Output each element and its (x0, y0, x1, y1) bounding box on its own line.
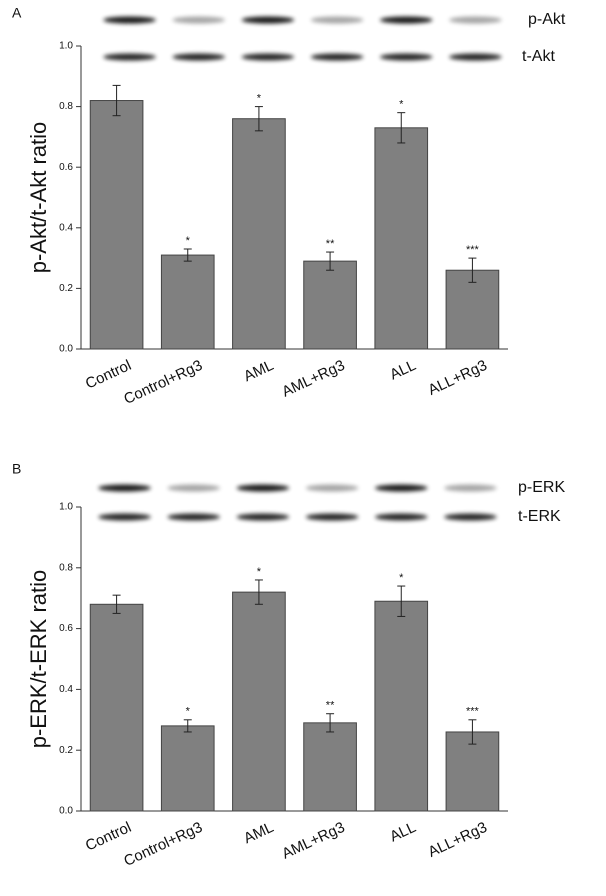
x-tick-label: Control+Rg3 (121, 819, 205, 870)
blot-band (379, 53, 433, 61)
y-tick-label: 0.8 (59, 562, 73, 573)
error-bar (326, 713, 335, 733)
y-tick-label: 0.6 (59, 623, 73, 634)
y-axis-title: p-Akt/t-Akt ratio (26, 122, 51, 274)
blot-band (236, 484, 290, 492)
bar (303, 260, 357, 350)
panel-label: A (12, 5, 22, 21)
blot-band (103, 53, 156, 61)
x-tick-label: AML+Rg3 (279, 819, 347, 863)
blot-band (449, 16, 502, 24)
y-tick-label: 0.0 (59, 344, 73, 355)
blot-band (449, 53, 502, 61)
blot-band (305, 513, 359, 521)
blot-band (241, 16, 295, 24)
x-tick-label: Control+Rg3 (121, 357, 205, 408)
y-tick-label: 1.0 (59, 41, 73, 52)
y-tick-label: 1.0 (59, 502, 73, 513)
error-bar (183, 719, 192, 733)
x-tick-label: ALL (387, 819, 418, 846)
blot-band (103, 16, 156, 24)
significance-label: * (399, 572, 404, 584)
panel-label: B (12, 461, 21, 477)
blot-band (310, 16, 364, 24)
significance-label: * (257, 566, 262, 578)
x-tick-label: Control (83, 819, 134, 855)
error-bar (468, 257, 477, 283)
bar (160, 254, 215, 350)
bar (89, 603, 144, 812)
error-bar (183, 248, 192, 262)
y-tick-label: 0.6 (59, 162, 73, 173)
blot-band (98, 484, 151, 492)
blot-background (86, 476, 509, 528)
blot-band (167, 513, 221, 521)
blot-label: p-ERK (518, 479, 565, 496)
significance-label: * (186, 235, 191, 247)
x-tick-label: AML+Rg3 (279, 357, 347, 401)
significance-label: *** (466, 244, 480, 256)
bar (374, 600, 429, 812)
error-bar (254, 106, 263, 132)
blot-band (167, 484, 221, 492)
bar (232, 591, 286, 812)
bar (303, 722, 357, 812)
error-bar (468, 719, 477, 745)
blot-band (172, 53, 226, 61)
significance-label: ** (326, 238, 335, 250)
x-tick-label: ALL+Rg3 (426, 357, 490, 399)
y-tick-label: 0.4 (59, 222, 73, 233)
significance-label: * (257, 93, 262, 105)
blot-background (91, 8, 514, 72)
y-tick-label: 0.0 (59, 806, 73, 817)
y-tick-label: 0.8 (59, 101, 73, 112)
blot-label: t-ERK (518, 508, 561, 525)
bar (160, 725, 215, 812)
x-tick-label: AML (241, 819, 276, 847)
x-tick-label: ALL (387, 357, 418, 384)
error-bar (112, 84, 121, 117)
y-tick-label: 0.2 (59, 745, 73, 756)
error-bar (112, 594, 121, 614)
x-tick-label: ALL+Rg3 (426, 819, 490, 861)
error-bar (397, 585, 406, 617)
bar (374, 127, 429, 350)
x-tick-label: AML (241, 357, 276, 385)
blot-band (444, 484, 497, 492)
bar (445, 731, 500, 812)
y-tick-label: 0.4 (59, 684, 73, 695)
blot-band (310, 53, 364, 61)
error-bar (397, 112, 406, 144)
significance-label: * (399, 99, 404, 111)
significance-label: *** (466, 706, 480, 718)
blot-band (444, 513, 497, 521)
blot-band (172, 16, 226, 24)
bar (232, 118, 286, 350)
significance-label: * (186, 706, 191, 718)
blot-band (236, 513, 290, 521)
y-tick-label: 0.2 (59, 283, 73, 294)
error-bar (326, 251, 335, 271)
blot-band (98, 513, 151, 521)
blot-band (374, 513, 428, 521)
bar (89, 100, 144, 350)
y-axis-title: p-ERK/t-ERK ratio (26, 570, 51, 749)
blot-band (305, 484, 359, 492)
blot-label: p-Akt (528, 11, 566, 28)
blot-label: t-Akt (522, 48, 555, 65)
significance-label: ** (326, 700, 335, 712)
x-tick-label: Control (83, 357, 134, 393)
blot-band (374, 484, 428, 492)
error-bar (254, 579, 263, 605)
blot-band (379, 16, 433, 24)
blot-band (241, 53, 295, 61)
bar (445, 269, 500, 350)
